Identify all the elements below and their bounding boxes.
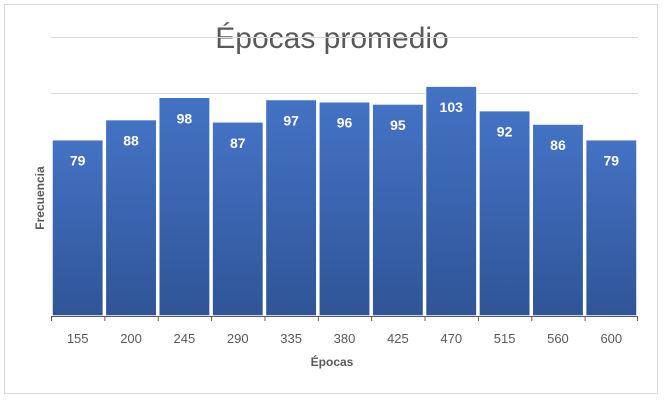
data-label: 92	[497, 124, 513, 140]
bar	[211, 121, 265, 317]
x-tick-label: 515	[494, 331, 516, 346]
data-label: 103	[440, 99, 464, 115]
data-label: 95	[390, 117, 406, 133]
bar	[531, 123, 585, 317]
data-label: 87	[230, 135, 246, 151]
bar	[51, 138, 105, 317]
data-label: 96	[337, 115, 353, 131]
bar	[371, 103, 425, 317]
x-tick-label: 245	[174, 331, 196, 346]
x-tick-label: 335	[280, 331, 302, 346]
bar	[424, 85, 478, 317]
x-tick-label: 560	[547, 331, 569, 346]
x-axis-label: Épocas	[310, 355, 354, 369]
bar	[157, 96, 211, 317]
bar	[104, 118, 158, 317]
data-label: 79	[70, 153, 86, 169]
bar	[264, 98, 318, 317]
x-tick-label: 380	[334, 331, 356, 346]
bar	[478, 109, 532, 317]
data-label: 79	[604, 153, 620, 169]
data-label: 86	[550, 137, 566, 153]
x-tick-label: 290	[227, 331, 249, 346]
data-label: 88	[123, 133, 139, 149]
bar	[584, 138, 638, 317]
chart-title: Épocas promedio	[215, 22, 449, 55]
data-label: 98	[177, 110, 193, 126]
x-tick-label: 600	[600, 331, 622, 346]
x-tick-label: 470	[440, 331, 462, 346]
x-tick-label: 200	[120, 331, 142, 346]
x-tick-label: 155	[67, 331, 89, 346]
bar	[318, 100, 371, 317]
data-label: 97	[283, 112, 299, 128]
x-tick-label: 425	[387, 331, 409, 346]
